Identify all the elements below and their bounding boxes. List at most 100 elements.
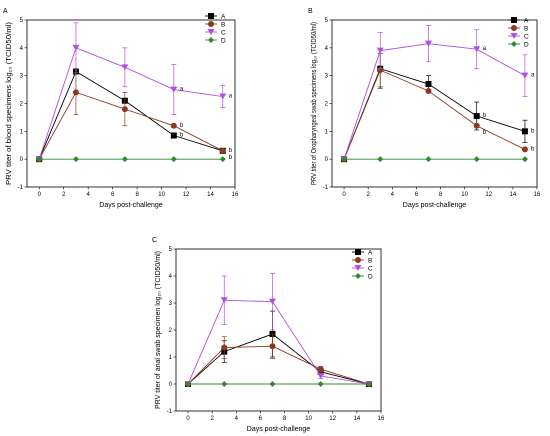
series-line xyxy=(38,91,223,160)
data-point xyxy=(317,372,325,379)
significance-label: b xyxy=(483,130,487,136)
y-tick-label: 3 xyxy=(325,74,329,80)
data-point xyxy=(121,106,128,113)
y-tick-label: 0 xyxy=(325,157,329,163)
x-tick-label: 14 xyxy=(510,192,517,198)
significance-label: a xyxy=(180,87,184,93)
legend-label: A xyxy=(368,249,373,256)
legend-label: B xyxy=(524,25,528,32)
legend-marker xyxy=(207,29,215,35)
y-tick-label: 5 xyxy=(325,18,329,24)
data-point xyxy=(365,381,372,387)
data-point xyxy=(521,72,529,79)
y-tick-label: 4 xyxy=(20,46,24,52)
series-line xyxy=(343,43,526,160)
series-line xyxy=(187,299,370,385)
significance-label: b xyxy=(531,128,535,134)
x-tick-label: 2 xyxy=(211,416,215,422)
data-point xyxy=(425,156,432,163)
y-tick-label: 0 xyxy=(20,157,24,163)
x-tick-label: 6 xyxy=(415,192,419,198)
legend-label: B xyxy=(221,21,225,28)
data-point xyxy=(36,156,43,163)
x-tick-label: 14 xyxy=(354,416,361,422)
legend-label: C xyxy=(368,265,373,272)
plot-frame xyxy=(26,19,236,188)
data-point xyxy=(72,44,80,51)
data-point xyxy=(268,298,276,305)
data-point xyxy=(521,156,528,163)
x-tick-label: 6 xyxy=(259,416,263,422)
legend-label: A xyxy=(524,17,529,24)
significance-label: b xyxy=(180,123,184,129)
x-axis-label: Days post-challenge xyxy=(99,202,163,209)
y-tick-label: 2 xyxy=(20,102,24,108)
data-point xyxy=(221,381,228,387)
series-d xyxy=(341,156,528,163)
significance-label: a xyxy=(229,94,233,100)
y-tick-label: 2 xyxy=(169,328,173,334)
x-tick-label: 12 xyxy=(329,416,336,422)
data-point xyxy=(473,156,480,163)
legend-label: B xyxy=(368,257,372,264)
plot-frame xyxy=(175,248,382,412)
series-b xyxy=(341,53,528,163)
series-d xyxy=(36,156,226,163)
y-tick-label: 4 xyxy=(169,274,173,280)
data-point xyxy=(72,89,79,96)
y-tick-label: 5 xyxy=(169,247,173,253)
x-tick-label: 10 xyxy=(461,192,468,198)
data-point xyxy=(72,156,79,163)
data-point xyxy=(269,343,276,350)
x-tick-label: 12 xyxy=(485,192,492,198)
legend-marker xyxy=(511,17,517,23)
x-tick-label: 4 xyxy=(391,192,395,198)
data-point xyxy=(170,132,177,139)
series-c xyxy=(340,25,529,163)
series-line xyxy=(187,333,370,385)
y-axis-label: PRV titer of Oropharyngeal swab specimen… xyxy=(311,22,318,185)
data-point xyxy=(425,87,432,94)
series-line xyxy=(38,70,223,160)
legend-marker xyxy=(355,257,361,263)
x-tick-label: 4 xyxy=(235,416,239,422)
legend-marker xyxy=(208,21,214,27)
legend-marker xyxy=(510,33,518,39)
data-point xyxy=(341,156,348,163)
y-tick-label: -1 xyxy=(167,409,173,415)
x-tick-label: 14 xyxy=(207,192,214,198)
data-point xyxy=(219,93,227,100)
legend-marker xyxy=(355,273,361,279)
data-point xyxy=(376,47,384,54)
data-point xyxy=(170,122,177,129)
data-point xyxy=(121,156,128,163)
data-point xyxy=(219,147,226,154)
x-tick-label: 0 xyxy=(186,416,190,422)
y-tick-label: 3 xyxy=(169,301,173,307)
significance-label: b xyxy=(483,113,487,119)
x-tick-label: 8 xyxy=(283,416,287,422)
legend-label: D xyxy=(221,37,226,44)
y-tick-label: -1 xyxy=(323,185,329,191)
x-tick-label: 16 xyxy=(534,192,541,198)
y-tick-label: 4 xyxy=(325,46,329,52)
data-point xyxy=(521,146,528,153)
legend-marker xyxy=(354,265,362,271)
x-tick-label: 16 xyxy=(232,192,239,198)
significance-label: a xyxy=(483,46,487,52)
series-b xyxy=(36,69,226,163)
x-axis-label: Days post-challenge xyxy=(403,202,467,209)
series-line xyxy=(343,69,526,160)
y-tick-label: 3 xyxy=(20,74,24,80)
legend-marker xyxy=(355,249,361,255)
x-tick-label: 10 xyxy=(158,192,165,198)
x-tick-label: 10 xyxy=(305,416,312,422)
panel-label: B xyxy=(308,8,313,15)
series-b xyxy=(185,333,372,387)
data-point xyxy=(170,86,178,93)
x-tick-label: 2 xyxy=(62,192,66,198)
data-point xyxy=(121,64,129,71)
y-tick-label: 1 xyxy=(20,129,24,135)
